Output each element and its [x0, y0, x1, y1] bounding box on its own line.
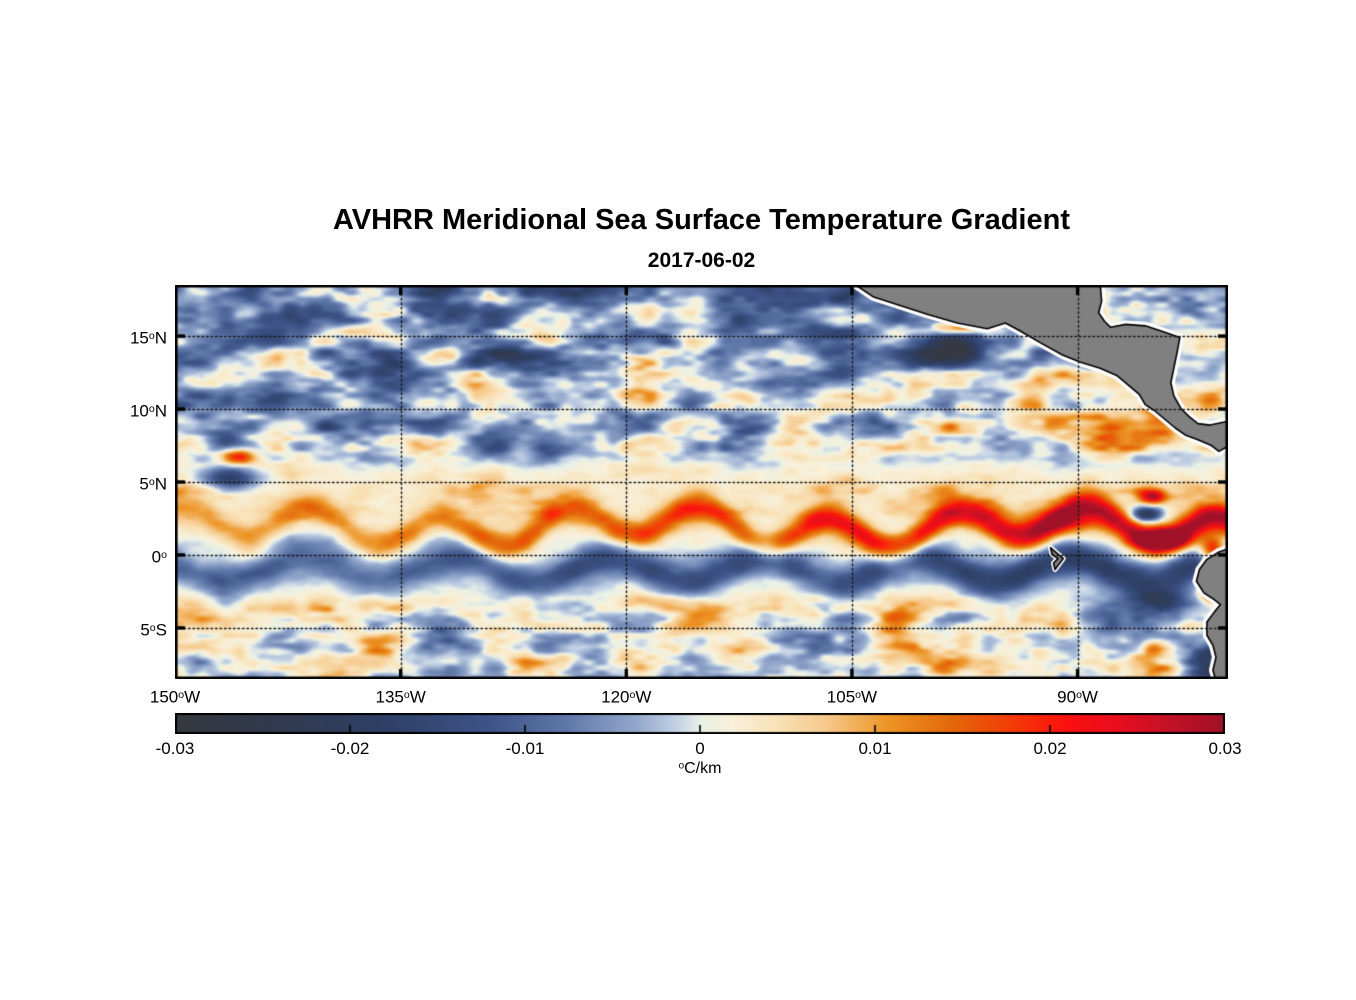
colorbar-tick-label: 0.03 — [1208, 739, 1242, 758]
y-tick-label: 10oN — [129, 401, 167, 421]
chart-date: 2017-06-02 — [647, 249, 756, 272]
colorbar-tick-label: 0.01 — [858, 739, 892, 758]
y-tick-label: 0o — [151, 547, 167, 567]
colorbar-tick-label: -0.03 — [155, 739, 195, 758]
colorbar-unit-label: oC/km — [678, 760, 722, 777]
y-tick-label: 5oN — [139, 474, 167, 494]
colorbar-tick-label: -0.01 — [505, 739, 545, 758]
chart-title: AVHRR Meridional Sea Surface Temperature… — [332, 204, 1070, 236]
y-tick-label: 5oS — [140, 620, 167, 640]
x-tick-label: 105oW — [826, 687, 878, 707]
x-tick-label: 90oW — [1057, 687, 1098, 707]
colorbar-tick-label: -0.02 — [330, 739, 370, 758]
colorbar-tick-label: 0 — [695, 739, 705, 758]
colorbar-tick-label: 0.02 — [1033, 739, 1067, 758]
colorbar-canvas — [175, 713, 1225, 734]
x-tick-label: 135oW — [375, 687, 426, 707]
y-tick-label: 15oN — [129, 328, 167, 348]
map-canvas — [175, 285, 1228, 679]
x-tick-label: 120oW — [601, 687, 652, 707]
x-tick-label: 150oW — [149, 687, 201, 707]
